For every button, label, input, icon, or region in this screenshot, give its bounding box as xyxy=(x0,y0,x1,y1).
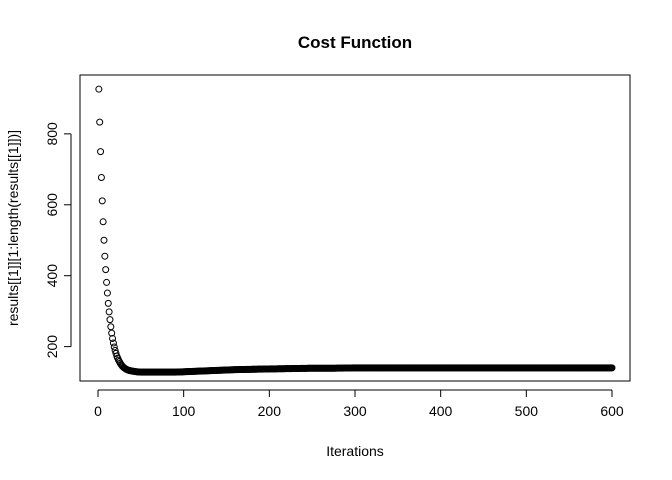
data-point xyxy=(107,323,115,331)
data-point xyxy=(97,173,105,181)
data-point xyxy=(101,252,109,260)
x-tick-label: 0 xyxy=(94,403,102,419)
x-tick-label: 400 xyxy=(429,403,453,419)
data-point xyxy=(99,218,107,226)
data-point xyxy=(103,278,111,286)
data-point xyxy=(97,148,105,156)
data-point xyxy=(103,289,111,297)
data-point xyxy=(608,364,616,372)
data-point xyxy=(105,308,113,316)
y-tick-label: 800 xyxy=(44,122,60,146)
x-tick-label: 100 xyxy=(172,403,196,419)
data-point xyxy=(109,339,117,347)
data-point xyxy=(95,85,103,93)
axes: 0 100 200 300 400 500 600 200 400 600 800 xyxy=(44,122,624,419)
data-points xyxy=(95,85,616,376)
data-point xyxy=(108,329,116,337)
x-tick-label: 300 xyxy=(343,403,367,419)
x-axis-label: Iterations xyxy=(326,443,384,459)
data-point xyxy=(104,299,112,307)
plot-frame xyxy=(79,74,631,382)
x-tick-label: 200 xyxy=(258,403,282,419)
data-point xyxy=(98,197,106,205)
data-point xyxy=(110,343,118,351)
data-point xyxy=(112,349,120,357)
y-axis-label: results[[1]][1:length(results[[1]])] xyxy=(5,130,21,326)
x-tick-label: 500 xyxy=(515,403,539,419)
y-tick-label: 200 xyxy=(44,335,60,359)
x-tick-label: 600 xyxy=(600,403,624,419)
chart-title: Cost Function xyxy=(298,33,412,52)
data-point xyxy=(102,266,110,274)
y-tick-label: 400 xyxy=(44,264,60,288)
data-point xyxy=(109,334,117,342)
data-point xyxy=(100,236,108,244)
data-point xyxy=(106,316,114,324)
data-point xyxy=(96,118,104,126)
y-tick-label: 600 xyxy=(44,193,60,217)
